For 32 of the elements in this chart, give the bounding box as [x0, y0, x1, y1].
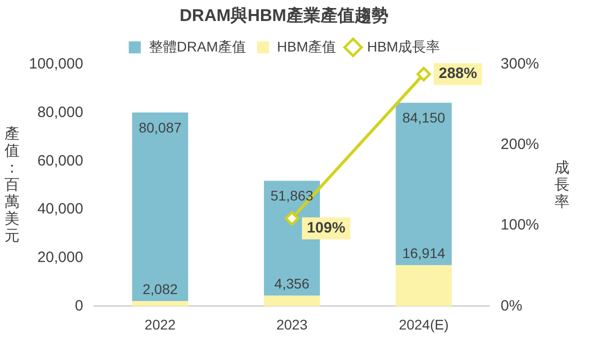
total-label: 51,863: [270, 188, 314, 204]
data-label: 109%: [306, 219, 346, 236]
bar: [396, 265, 452, 306]
x-tick-label: 2022: [144, 316, 176, 332]
x-tick-label: 2024(E): [398, 316, 449, 332]
bar: [396, 102, 452, 266]
bar: [264, 296, 320, 306]
data-label: 2,082: [142, 281, 178, 298]
data-label: 4,356: [274, 276, 310, 292]
data-label: 288%: [438, 65, 478, 82]
bar: [132, 112, 188, 302]
y-tick-label: 60,000: [37, 152, 84, 170]
y-tick-label: 100,000: [28, 56, 84, 73]
y-tick-label: 40,000: [37, 200, 84, 218]
legend-label: 整體DRAM產值: [148, 38, 246, 54]
legend-label: HBM成長率: [367, 38, 440, 54]
y2-tick-label: 0%: [500, 297, 522, 314]
y2-tick-label: 200%: [500, 136, 540, 154]
y2-tick-label: 300%: [500, 56, 540, 73]
y-tick-label: 80,000: [37, 104, 84, 121]
data-label: 16,914: [402, 245, 446, 262]
y-axis-title: 產值：百萬美元: [4, 125, 20, 244]
y-tick-label: 20,000: [37, 248, 84, 266]
y2-axis-title: 成長率: [554, 159, 570, 210]
chart-title: DRAM與HBM產業產值趨勢: [180, 6, 388, 25]
y-tick-label: 0: [74, 297, 84, 314]
legend-label: HBM產值: [277, 38, 336, 54]
x-tick-label: 2023: [276, 316, 308, 332]
total-label: 80,087: [138, 119, 182, 136]
bar: [132, 301, 188, 306]
total-label: 84,150: [402, 110, 446, 126]
y2-tick-label: 100%: [500, 216, 540, 234]
